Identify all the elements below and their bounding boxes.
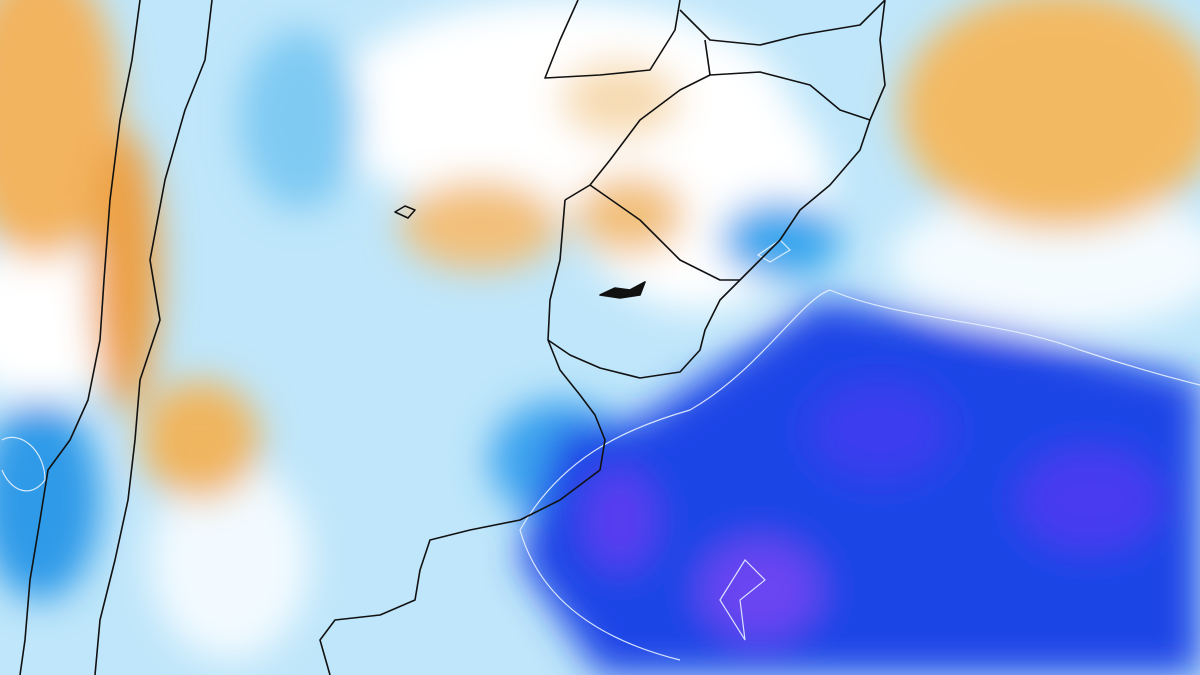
warm-anomaly [575,175,685,255]
extreme-cold-anomaly [700,540,820,640]
border-line [94,0,213,675]
island [394,205,416,219]
coastline [547,119,871,379]
neutral-zone [890,190,1200,330]
coastline [19,0,141,675]
contour-line [756,239,791,263]
extreme-cold-anomaly [585,470,655,570]
lake [599,281,646,299]
warm-anomaly [560,60,680,140]
border-line [564,74,711,201]
contour-line [519,289,1200,531]
border-line [704,0,886,121]
border-line [679,0,886,46]
cold-anomaly [240,30,360,210]
strong-cold-anomaly [520,300,1200,675]
border-line [544,0,681,79]
boundaries [19,0,886,675]
neutral-zone [150,460,310,660]
contour-lines [1,239,1200,661]
contour-line [719,559,766,641]
contour-line [1,436,46,492]
coastline [319,339,606,675]
warm-anomaly [140,380,260,500]
border-line [589,184,740,281]
warm-anomaly [0,0,120,260]
warm-anomaly [400,180,560,270]
warm-anomaly [900,0,1200,230]
extreme-cold-anomaly [1020,450,1160,550]
contour-line [519,529,681,661]
warm-anomaly [90,130,160,410]
extreme-cold-anomaly [810,380,950,480]
cold-anomaly [0,400,100,600]
